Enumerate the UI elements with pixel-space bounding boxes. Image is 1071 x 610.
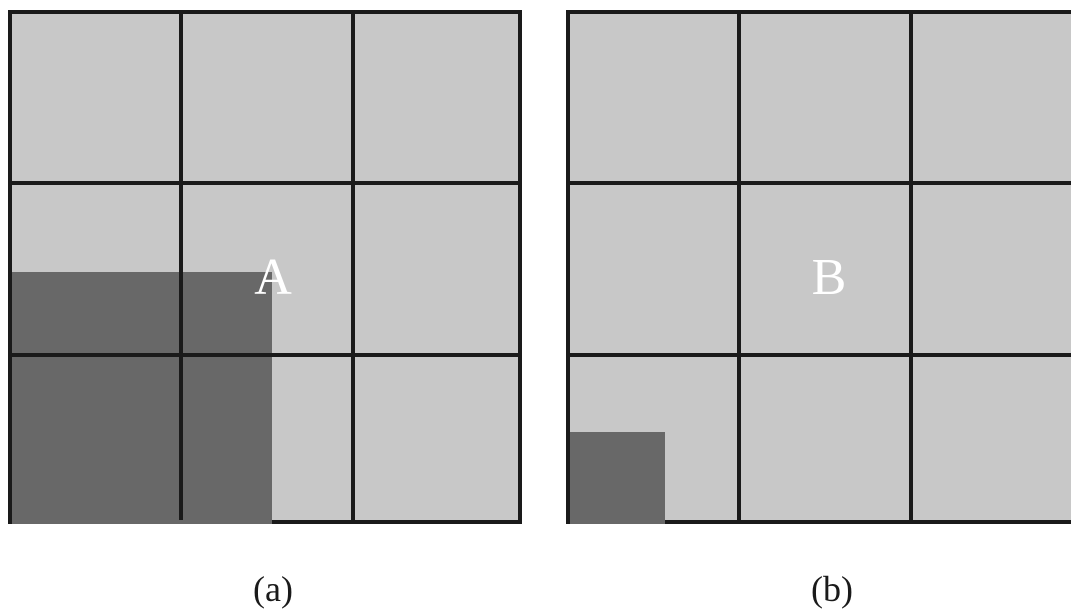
- grid-line: [909, 14, 913, 520]
- panel-b-grid: B: [566, 10, 1071, 524]
- panel-a-grid: A: [8, 10, 522, 524]
- grid-line: [351, 14, 355, 520]
- grid-line: [737, 14, 741, 520]
- shaded-region-b: [570, 432, 665, 524]
- region-label-b: B: [811, 249, 847, 306]
- shaded-region-a: [12, 272, 272, 524]
- region-label-a: A: [254, 249, 292, 306]
- caption-b: (b): [811, 569, 853, 609]
- grid-line: [570, 181, 1071, 185]
- caption-a: (a): [253, 569, 293, 609]
- grid-line: [12, 353, 518, 357]
- grid-line: [12, 181, 518, 185]
- grid-line: [179, 14, 183, 520]
- grid-line: [570, 353, 1071, 357]
